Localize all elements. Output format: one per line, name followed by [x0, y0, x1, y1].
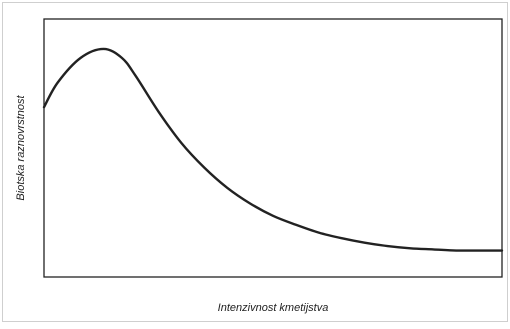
y-axis-label: Biotska raznovrstnost [15, 94, 27, 200]
series-line-biodiversity [42, 47, 504, 252]
outer-border [2, 2, 508, 322]
plot-frame [43, 18, 503, 278]
x-axis-label: Intenzivnost kmetijstva [218, 302, 329, 314]
